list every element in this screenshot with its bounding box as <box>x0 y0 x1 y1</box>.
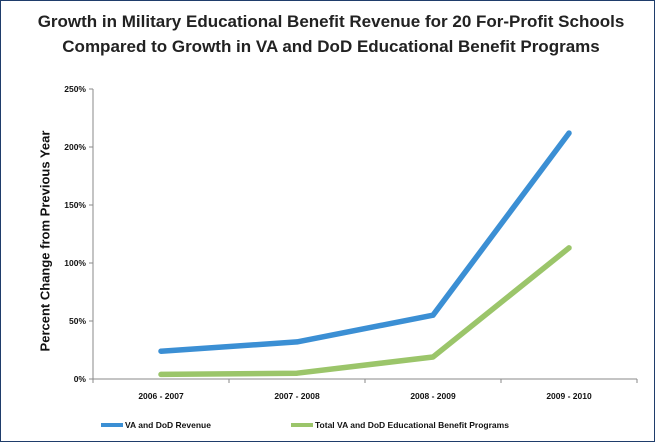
y-tick-label: 100% <box>64 258 86 268</box>
chart-title: Growth in Military Educational Benefit R… <box>37 12 625 56</box>
data-point <box>566 245 572 251</box>
y-tick-label: 150% <box>64 200 86 210</box>
x-tick-label: 2009 - 2010 <box>546 391 592 401</box>
x-tick-label: 2007 - 2008 <box>274 391 320 401</box>
y-tick-label: 200% <box>64 142 86 152</box>
legend-label: VA and DoD Revenue <box>125 420 211 430</box>
data-point <box>430 354 436 360</box>
data-point <box>430 312 436 318</box>
data-point <box>294 370 300 376</box>
x-tick-label: 2006 - 2007 <box>138 391 184 401</box>
y-tick-label: 0% <box>74 374 87 384</box>
series-line-1 <box>158 130 572 354</box>
series-line-2 <box>158 245 572 378</box>
data-point <box>158 348 164 354</box>
y-tick-label: 250% <box>64 84 86 94</box>
legend-label: Total VA and DoD Educational Benefit Pro… <box>315 420 509 430</box>
x-tick-label: 2008 - 2009 <box>410 391 456 401</box>
data-point <box>566 130 572 136</box>
data-point <box>294 339 300 345</box>
y-tick-label: 50% <box>69 316 86 326</box>
data-point <box>158 371 164 377</box>
